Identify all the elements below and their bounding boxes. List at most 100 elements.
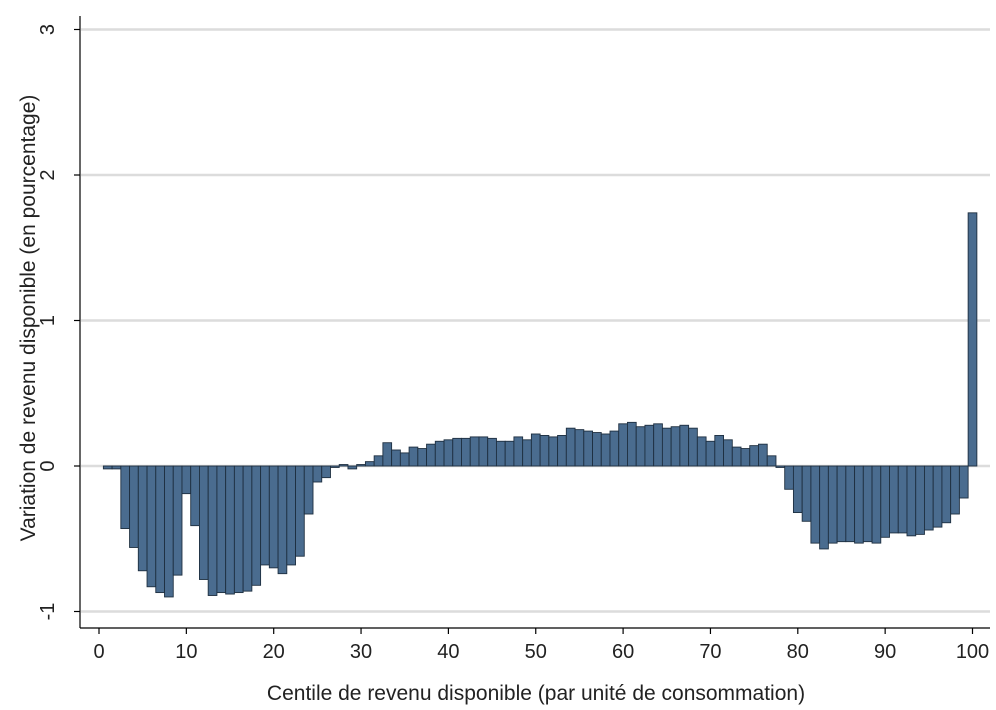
bar xyxy=(854,465,864,544)
bar xyxy=(120,465,131,530)
bar xyxy=(251,465,262,586)
bar xyxy=(303,465,314,515)
bar xyxy=(688,427,698,467)
bar xyxy=(356,464,366,467)
bar xyxy=(574,429,585,467)
bar xyxy=(399,452,410,467)
bar xyxy=(723,439,733,467)
bar xyxy=(627,421,637,467)
bar xyxy=(792,465,803,514)
bar xyxy=(190,465,200,527)
x-tick-label: 0 xyxy=(93,641,104,663)
bar xyxy=(941,465,952,524)
x-ticks: 0 10 20 30 40 50 60 70 80 90 100 xyxy=(93,628,989,663)
y-ticks: -1 0 1 2 3 xyxy=(37,24,80,620)
bar xyxy=(731,446,742,467)
x-tick-label: 80 xyxy=(787,641,809,663)
bar xyxy=(286,465,296,566)
bar xyxy=(592,432,602,467)
y-tick-label: 3 xyxy=(37,24,59,35)
bar xyxy=(426,443,436,467)
bar xyxy=(696,436,707,467)
x-tick-label: 60 xyxy=(612,641,634,663)
bar xyxy=(950,465,960,515)
bar xyxy=(827,465,838,544)
x-tick-label: 70 xyxy=(699,641,721,663)
bar xyxy=(758,443,768,467)
x-tick-label: 40 xyxy=(437,641,459,663)
bar xyxy=(522,439,532,467)
bar xyxy=(740,448,751,467)
bar xyxy=(600,433,611,467)
bar xyxy=(932,465,943,528)
x-tick-label: 20 xyxy=(263,641,285,663)
bar xyxy=(129,465,139,548)
bar xyxy=(373,455,384,467)
bar xyxy=(408,446,419,467)
bar xyxy=(216,465,227,594)
bar xyxy=(391,449,401,467)
bar xyxy=(181,465,192,495)
bar xyxy=(172,465,183,576)
bar xyxy=(775,465,786,468)
bar xyxy=(233,465,244,594)
bar xyxy=(347,465,358,470)
x-axis-title: Centile de revenu disponible (par unité … xyxy=(267,682,805,705)
bar xyxy=(548,436,559,467)
x-tick-label: 90 xyxy=(874,641,896,663)
bar xyxy=(102,465,113,470)
y-tick-label: -1 xyxy=(37,603,59,621)
bar xyxy=(714,434,725,467)
y-tick-label: 1 xyxy=(37,315,59,326)
bar xyxy=(146,465,157,588)
bar xyxy=(364,461,375,467)
bar xyxy=(670,426,681,467)
bar xyxy=(784,465,794,490)
x-tick-label: 10 xyxy=(175,641,197,663)
bar xyxy=(749,445,759,467)
bar xyxy=(871,465,882,544)
bar xyxy=(443,439,454,467)
bar xyxy=(461,437,471,467)
bar xyxy=(583,430,593,467)
x-tick-label: 100 xyxy=(956,641,989,663)
x-tick-label: 50 xyxy=(525,641,547,663)
bar xyxy=(819,465,829,550)
bar xyxy=(565,427,576,467)
bar xyxy=(137,465,148,572)
bar xyxy=(495,440,506,467)
bar xyxy=(915,465,925,535)
bar xyxy=(207,465,218,596)
bar xyxy=(277,465,288,575)
bar xyxy=(557,434,567,467)
bar xyxy=(225,465,235,595)
bar xyxy=(618,423,628,467)
bar xyxy=(679,424,690,467)
bar xyxy=(295,465,305,557)
bar xyxy=(452,437,462,467)
x-tick-label: 30 xyxy=(350,641,372,663)
y-tick-label: 2 xyxy=(37,169,59,180)
bar xyxy=(417,448,428,467)
bars-group xyxy=(102,212,978,598)
bar xyxy=(653,423,663,467)
bar xyxy=(705,440,716,467)
bar xyxy=(321,465,331,479)
bar xyxy=(609,430,620,467)
bar xyxy=(111,465,122,470)
bar xyxy=(382,442,393,467)
bar xyxy=(530,433,541,467)
bar xyxy=(312,465,323,483)
bar xyxy=(513,436,524,467)
bar xyxy=(504,440,515,467)
bar xyxy=(810,465,821,544)
bar xyxy=(478,436,489,467)
bar xyxy=(880,465,890,538)
bar xyxy=(958,465,969,499)
bar xyxy=(635,426,646,467)
bar xyxy=(889,465,899,534)
bar xyxy=(434,440,445,467)
bar xyxy=(199,465,209,580)
bar xyxy=(967,212,978,467)
bar xyxy=(906,465,917,537)
